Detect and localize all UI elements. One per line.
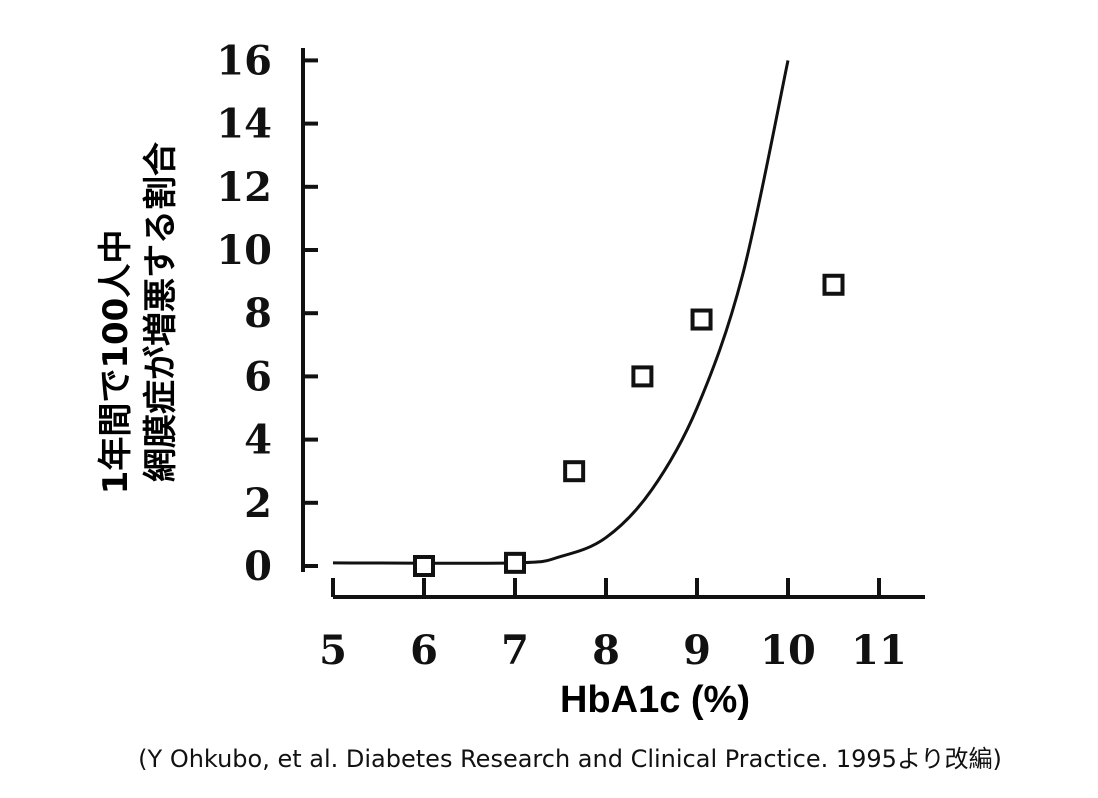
data-point [822,273,845,296]
y-tick-label: 6 [244,353,272,400]
x-axis-label: HbA1c (%) [560,679,750,721]
data-point [504,551,526,574]
x-tick-label: 11 [851,627,907,674]
y-tick-label: 16 [216,37,272,84]
y-tick-label: 4 [244,417,272,464]
x-tick-label: 10 [760,627,816,674]
source-caption: (Y Ohkubo, et al. Diabetes Research and … [138,745,1002,773]
x-tick-label: 9 [683,627,711,674]
fitted-curve [332,60,790,565]
x-tick-label: 7 [501,627,529,674]
axes [301,48,925,599]
y-axis-label-line-2: 網膜症が増悪する割合 [141,142,181,482]
x-tick-label: 6 [410,627,438,674]
x-tick-label: 5 [319,627,347,674]
data-point [413,555,435,577]
y-tick-label: 8 [244,290,272,337]
data-point [563,460,586,483]
y-tick-label: 14 [216,101,272,148]
y-axis-label-line-1: 1年間で100人中 [96,230,136,495]
x-ticks: 5 6 7 8 9 10 11 [319,578,907,674]
x-tick-label: 8 [592,627,620,674]
y-tick-label: 10 [216,227,272,274]
y-ticks: 0 2 4 6 8 10 12 14 16 [216,37,318,590]
data-point [690,308,713,331]
y-tick-label: 12 [216,164,272,211]
data-point [631,365,654,388]
data-points [413,273,845,577]
y-tick-label: 0 [244,543,272,590]
y-tick-label: 2 [244,480,272,527]
y-axis-label: 1年間で100人中 網膜症が増悪する割合 [96,142,181,494]
